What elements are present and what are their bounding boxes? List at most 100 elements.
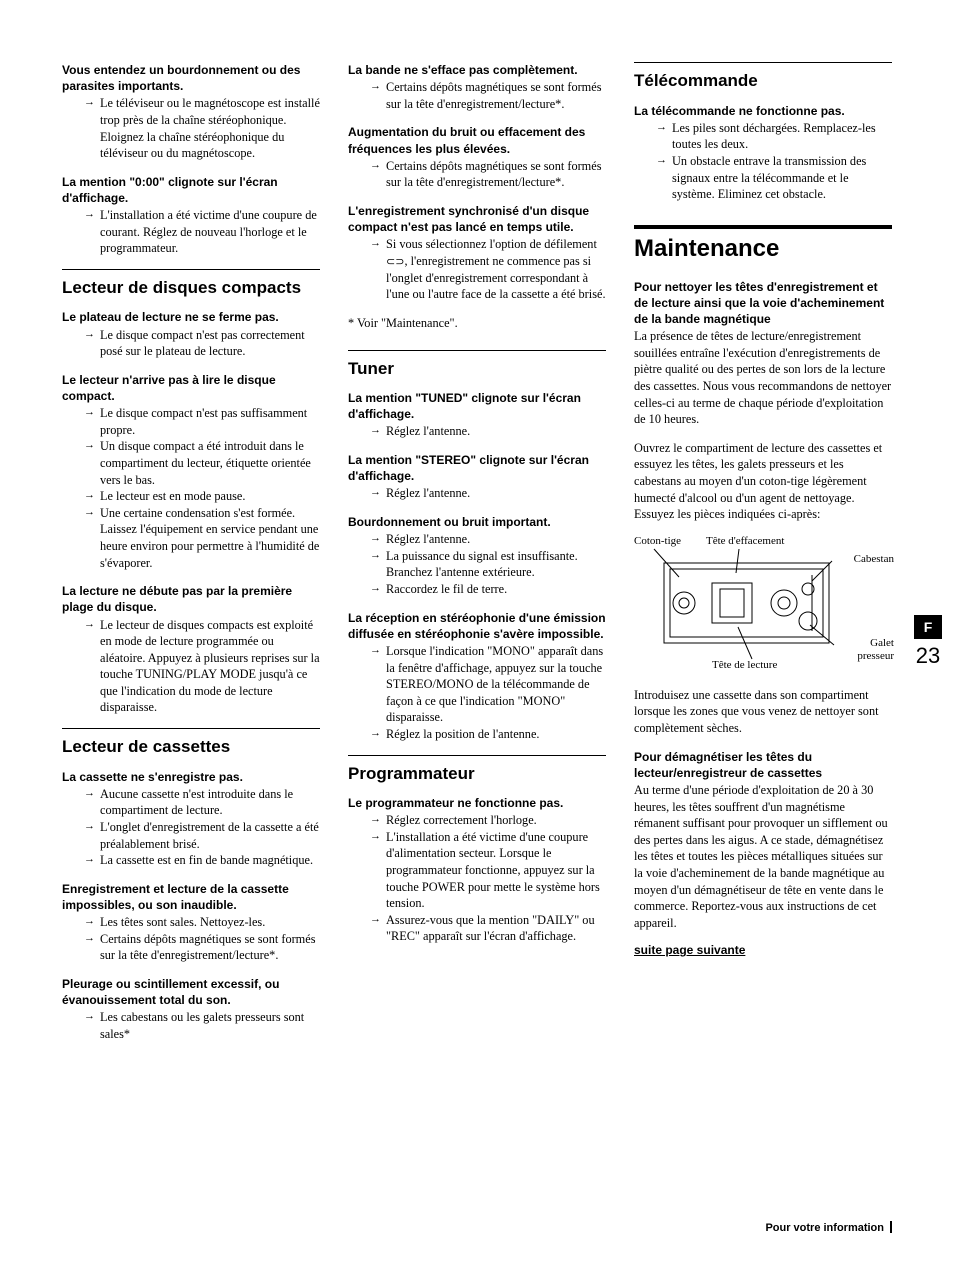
label-tete-lecture: Tête de lecture	[712, 659, 777, 672]
c2-b7: Lorsque l'indication "MONO" apparaît dan…	[372, 643, 606, 743]
list-item: Les têtes sont sales. Nettoyez-les.	[86, 914, 320, 931]
c1-b2: L'installation a été victime d'une coupu…	[86, 207, 320, 257]
c1-h1: Vous entendez un bourdonnement ou des pa…	[62, 62, 320, 94]
c1-h7: Enregistrement et lecture de la cassette…	[62, 881, 320, 913]
c3-h3: Pour démagnétiser les têtes du lecteur/e…	[634, 749, 892, 781]
c3-p3: Introduisez une cassette dans son compar…	[634, 687, 892, 737]
tab-letter: F	[914, 615, 942, 639]
c2-b5: Réglez l'antenne.	[372, 485, 606, 502]
label-coton-tige: Coton-tige	[634, 535, 681, 548]
c2-h5: La mention "STEREO" clignote sur l'écran…	[348, 452, 606, 484]
c1-h4: Le lecteur n'arrive pas à lire le disque…	[62, 372, 320, 404]
label-tete-effacement: Tête d'effacement	[706, 535, 784, 548]
list-item: Réglez correctement l'horloge.	[372, 812, 606, 829]
list-item: Lorsque l'indication "MONO" apparaît dan…	[372, 643, 606, 726]
list-item: Un disque compact a été introduit dans l…	[86, 438, 320, 488]
c2-b6: Réglez l'antenne. La puissance du signal…	[372, 531, 606, 597]
list-item: Réglez la position de l'antenne.	[372, 726, 606, 743]
list-item: L'installation a été victime d'une coupu…	[86, 207, 320, 257]
label-galet-presseur: Galet presseur	[844, 637, 894, 663]
c2-h7: La réception en stéréophonie d'une émiss…	[348, 610, 606, 642]
list-item: Le disque compact n'est pas suffisamment…	[86, 405, 320, 438]
list-item: L'installation a été victime d'une coupu…	[372, 829, 606, 912]
c3-p2: Ouvrez le compartiment de lecture des ca…	[634, 440, 892, 523]
column-1: Vous entendez un bourdonnement ou des pa…	[62, 62, 320, 1055]
c1-h8: Pleurage ou scintillement excessif, ou é…	[62, 976, 320, 1008]
c3-h1: La télécommande ne fonctionne pas.	[634, 103, 892, 119]
list-item: Certains dépôts magnétiques se sont form…	[372, 79, 606, 112]
c1-h6: La cassette ne s'enregistre pas.	[62, 769, 320, 785]
list-item: La cassette est en fin de bande magnétiq…	[86, 852, 320, 869]
list-item: Une certaine condensation s'est formée. …	[86, 505, 320, 571]
list-item: Réglez l'antenne.	[372, 485, 606, 502]
thick-rule	[634, 225, 892, 229]
rule	[62, 269, 320, 270]
tape-head-diagram: Coton-tige Tête d'effacement Cabestan Ga…	[634, 535, 892, 675]
b3-post: , l'enregistrement ne commence pas si l'…	[386, 254, 606, 301]
list-item: Si vous sélectionnez l'option de défilem…	[372, 236, 606, 303]
c2-h4: La mention "TUNED" clignote sur l'écran …	[348, 390, 606, 422]
loop-icon: ⊂⊃	[386, 255, 404, 270]
list-item: La puissance du signal est insuffisante.…	[372, 548, 606, 581]
list-item: Un obstacle entrave la transmission des …	[658, 153, 892, 203]
list-item: Certains dépôts magnétiques se sont form…	[372, 158, 606, 191]
footer-text: Pour votre information	[765, 1221, 892, 1234]
c2-sec1: Tuner	[348, 359, 606, 379]
list-item: Réglez l'antenne.	[372, 423, 606, 440]
c1-b6: Aucune cassette n'est introduite dans le…	[86, 786, 320, 869]
c1-h5: La lecture ne débute pas par la première…	[62, 583, 320, 615]
list-item: Aucune cassette n'est introduite dans le…	[86, 786, 320, 819]
c3-p4: Au terme d'une période d'exploitation de…	[634, 782, 892, 931]
c1-b7: Les têtes sont sales. Nettoyez-les. Cert…	[86, 914, 320, 964]
c2-h8: Le programmateur ne fonctionne pas.	[348, 795, 606, 811]
b3-pre: Si vous sélectionnez l'option de défilem…	[386, 237, 597, 251]
c1-b5: Le lecteur de disques compacts est explo…	[86, 617, 320, 717]
c1-b1: Le téléviseur ou le magnétoscope est ins…	[86, 95, 320, 161]
c2-b1: Certains dépôts magnétiques se sont form…	[372, 79, 606, 112]
c1-sec2: Lecteur de cassettes	[62, 737, 320, 757]
c1-h3: Le plateau de lecture ne se ferme pas.	[62, 309, 320, 325]
c2-b2: Certains dépôts magnétiques se sont form…	[372, 158, 606, 191]
label-cabestan: Cabestan	[854, 553, 894, 566]
c3-sec1: Télécommande	[634, 71, 892, 91]
c2-h2: Augmentation du bruit ou effacement des …	[348, 124, 606, 156]
c2-b4: Réglez l'antenne.	[372, 423, 606, 440]
column-3: Télécommande La télécommande ne fonction…	[634, 62, 892, 1055]
c1-b8: Les cabestans ou les galets presseurs so…	[86, 1009, 320, 1042]
list-item: Les piles sont déchargées. Remplacez-les…	[658, 120, 892, 153]
c1-h2: La mention "0:00" clignote sur l'écran d…	[62, 174, 320, 206]
list-item: Raccordez le fil de terre.	[372, 581, 606, 598]
c1-b4: Le disque compact n'est pas suffisamment…	[86, 405, 320, 571]
c2-b3: Si vous sélectionnez l'option de défilem…	[372, 236, 606, 303]
c1-b3: Le disque compact n'est pas correctement…	[86, 327, 320, 360]
list-item: Le lecteur de disques compacts est explo…	[86, 617, 320, 717]
c2-h6: Bourdonnement ou bruit important.	[348, 514, 606, 530]
rule	[634, 62, 892, 63]
list-item: Assurez-vous que la mention "DAILY" ou "…	[372, 912, 606, 945]
rule	[348, 350, 606, 351]
c3-b1: Les piles sont déchargées. Remplacez-les…	[658, 120, 892, 203]
list-item: Réglez l'antenne.	[372, 531, 606, 548]
page-tab: F 23	[914, 615, 942, 669]
list-item: Le disque compact n'est pas correctement…	[86, 327, 320, 360]
tab-page-number: 23	[914, 643, 942, 669]
c2-h1: La bande ne s'efface pas complètement.	[348, 62, 606, 78]
list-item: Le téléviseur ou le magnétoscope est ins…	[86, 95, 320, 161]
c2-h3: L'enregistrement synchronisé d'un disque…	[348, 203, 606, 235]
list-item: Le lecteur est en mode pause.	[86, 488, 320, 505]
column-2: La bande ne s'efface pas complètement. C…	[348, 62, 606, 1055]
rule	[62, 728, 320, 729]
c3-p1: La présence de têtes de lecture/enregist…	[634, 328, 892, 428]
page-columns: Vous entendez un bourdonnement ou des pa…	[62, 62, 892, 1055]
maintenance-title: Maintenance	[634, 235, 892, 263]
footnote: * Voir "Maintenance".	[348, 315, 606, 332]
list-item: Les cabestans ou les galets presseurs so…	[86, 1009, 320, 1042]
list-item: Certains dépôts magnétiques se sont form…	[86, 931, 320, 964]
continue-link: suite page suivante	[634, 943, 892, 957]
c3-h2: Pour nettoyer les têtes d'enregistrement…	[634, 279, 892, 328]
c1-sec1: Lecteur de disques compacts	[62, 278, 320, 298]
rule	[348, 755, 606, 756]
list-item: L'onglet d'enregistrement de la cassette…	[86, 819, 320, 852]
c2-b8: Réglez correctement l'horloge. L'install…	[372, 812, 606, 945]
c2-sec2: Programmateur	[348, 764, 606, 784]
